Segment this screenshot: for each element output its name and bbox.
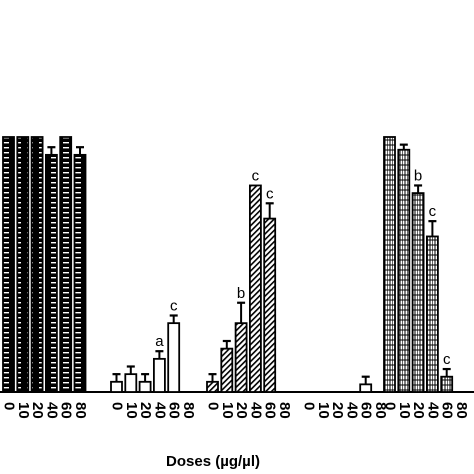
bar-group3-dose-20 xyxy=(234,322,248,393)
x-tick-label: 10 xyxy=(396,402,413,419)
bar-group3-dose-40 xyxy=(248,184,262,393)
x-tick-label: 20 xyxy=(29,402,46,419)
x-tick-label: 60 xyxy=(358,402,375,419)
significance-label: a xyxy=(155,333,164,350)
bar-group1-dose-60 xyxy=(59,136,73,393)
x-tick-label: 0 xyxy=(301,402,318,410)
x-tick-label: 0 xyxy=(1,402,18,410)
significance-label: c xyxy=(429,203,437,220)
significance-label: c xyxy=(252,167,260,184)
x-tick-label: 0 xyxy=(205,402,222,410)
significance-label: b xyxy=(414,167,422,184)
x-tick-label: 20 xyxy=(137,402,154,419)
x-tick-label: 40 xyxy=(343,402,360,419)
x-tick-label: 40 xyxy=(43,402,60,419)
x-tick-label: 80 xyxy=(453,402,470,419)
bar-group5-dose-60 xyxy=(440,375,454,393)
x-tick-label: 80 xyxy=(276,402,293,419)
bar-group5-dose-40 xyxy=(425,235,439,393)
x-tick-label: 0 xyxy=(109,402,126,410)
x-tick-label: 10 xyxy=(219,402,236,419)
bar-group2-dose-0 xyxy=(110,380,123,393)
bar-group3-dose-0 xyxy=(206,380,219,393)
bar-group3-dose-10 xyxy=(220,347,234,393)
significance-label: b xyxy=(237,285,245,302)
bar-group4-dose-60 xyxy=(359,383,373,393)
bar-group3-dose-60 xyxy=(263,217,277,393)
x-tick-label: 60 xyxy=(439,402,456,419)
bar-group2-dose-10 xyxy=(124,373,138,393)
x-tick-label: 20 xyxy=(233,402,250,419)
x-tick-label: 10 xyxy=(315,402,332,419)
x-tick-label: 60 xyxy=(166,402,183,419)
bar-group1-dose-80 xyxy=(73,153,87,393)
bars-group xyxy=(2,136,454,393)
x-tick-label: 10 xyxy=(123,402,140,419)
bar-group2-dose-40 xyxy=(152,357,166,393)
x-tick-label: 20 xyxy=(329,402,346,419)
x-tick-label: 40 xyxy=(424,402,441,419)
x-tick-label: 60 xyxy=(58,402,75,419)
bar-group5-dose-20 xyxy=(411,192,425,393)
bar-group5-dose-0 xyxy=(383,136,396,393)
significance-label: c xyxy=(170,298,178,315)
bar-group1-dose-10 xyxy=(16,136,30,393)
significance-label: c xyxy=(266,185,274,202)
x-axis-title: Doses (µg/µl) xyxy=(166,453,260,470)
x-tick-label: 80 xyxy=(72,402,89,419)
x-tick-label: 40 xyxy=(247,402,264,419)
bar-group1-dose-0 xyxy=(2,136,15,393)
bar-group1-dose-40 xyxy=(45,153,58,393)
bar-group5-dose-10 xyxy=(397,148,411,393)
x-tick-label: 80 xyxy=(372,402,389,419)
x-tick-label: 0 xyxy=(382,402,399,410)
bar-group2-dose-60 xyxy=(167,322,181,393)
x-tick-label: 80 xyxy=(180,402,197,419)
significance-label: c xyxy=(443,351,451,368)
x-tick-label: 40 xyxy=(151,402,168,419)
bar-group1-dose-20 xyxy=(30,136,44,393)
bar-group2-dose-20 xyxy=(138,380,152,393)
x-tick-label: 20 xyxy=(410,402,427,419)
x-tick-label: 10 xyxy=(15,402,32,419)
x-tick-label: 60 xyxy=(262,402,279,419)
